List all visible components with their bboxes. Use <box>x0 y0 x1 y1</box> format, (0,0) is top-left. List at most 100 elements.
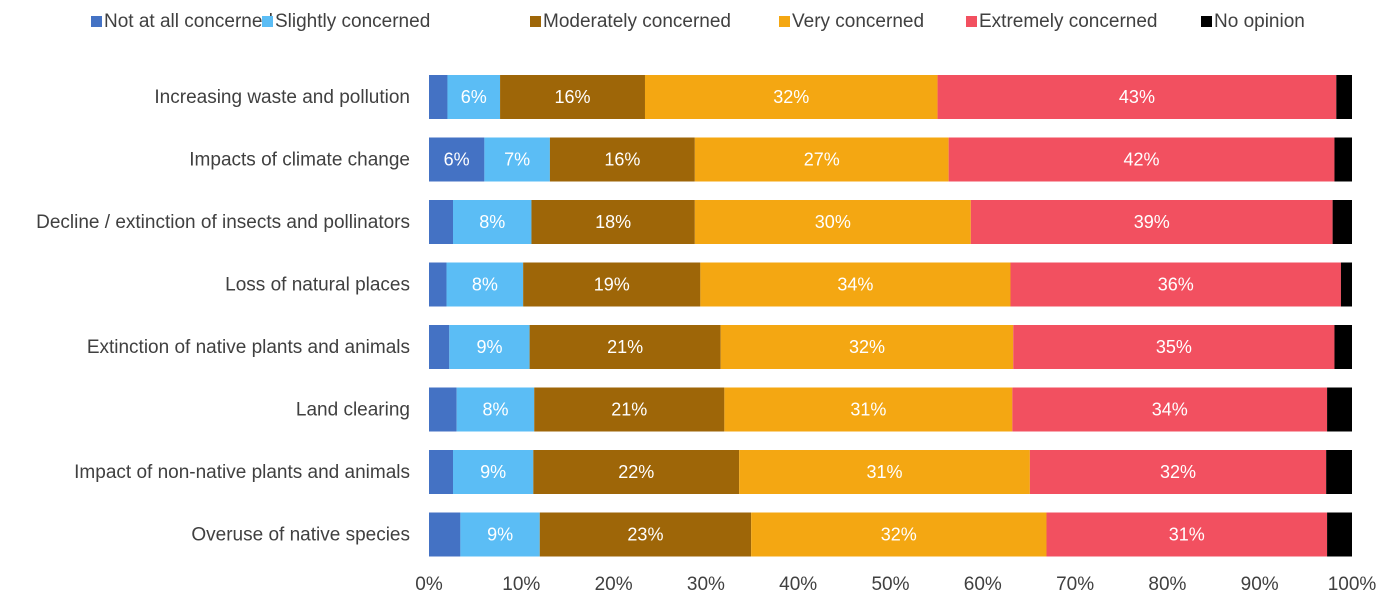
bar-segment-extremely-concerned <box>1010 262 1341 307</box>
data-label-moderately-concerned: 22% <box>618 462 654 482</box>
bar-segment-very-concerned <box>644 75 938 119</box>
bar-segment-very-concerned <box>700 262 1011 307</box>
bar-segment-not-at-all-concerned <box>429 512 461 557</box>
bar-row-land-clearing: 8% 21% 31% 34% <box>429 387 1352 432</box>
data-label-slightly-concerned: 8% <box>479 212 505 232</box>
data-label-not-at-all-concerned: 6% <box>444 150 470 170</box>
data-label-extremely-concerned: 42% <box>1124 150 1160 170</box>
legend-swatch-extremely-concerned <box>966 16 977 27</box>
bar-segment-slightly-concerned <box>447 75 501 119</box>
x-tick-label: 80% <box>1148 574 1186 595</box>
data-label-extremely-concerned: 39% <box>1134 212 1170 232</box>
x-tick-label: 30% <box>687 574 725 595</box>
x-tick-label: 100% <box>1328 574 1377 595</box>
bar-segment-slightly-concerned <box>484 137 550 182</box>
category-label: Increasing waste and pollution <box>154 87 410 108</box>
bar-segment-no-opinion <box>1327 512 1352 557</box>
data-label-very-concerned: 27% <box>804 150 840 170</box>
bar-segment-moderately-concerned <box>529 325 721 369</box>
data-label-moderately-concerned: 21% <box>611 400 647 420</box>
bar-segment-moderately-concerned <box>531 200 695 244</box>
legend-label-slightly-concerned: Slightly concerned <box>275 11 430 32</box>
data-label-extremely-concerned: 34% <box>1152 400 1188 420</box>
bar-segment-not-at-all-concerned <box>429 450 453 494</box>
data-label-slightly-concerned: 8% <box>482 400 508 420</box>
bar-row-impacts-of-climate-change: 6% 7% 16% 27% 42% <box>429 137 1352 182</box>
data-label-very-concerned: 30% <box>815 212 851 232</box>
category-label: Decline / extinction of insects and poll… <box>36 212 410 233</box>
legend-label-very-concerned: Very concerned <box>792 11 924 32</box>
bar-segment-very-concerned <box>751 512 1047 557</box>
category-label: Extinction of native plants and animals <box>87 337 410 358</box>
legend-swatch-not-at-all-concerned <box>91 16 102 27</box>
data-label-slightly-concerned: 6% <box>461 87 487 107</box>
bar-row-decline-extinction-of-insects-and-pollinators: 8% 18% 30% 39% <box>429 200 1352 244</box>
data-label-very-concerned: 31% <box>866 462 902 482</box>
category-label: Overuse of native species <box>191 525 410 546</box>
bar-segment-extremely-concerned <box>1012 387 1328 432</box>
data-label-slightly-concerned: 9% <box>480 462 506 482</box>
bar-segment-no-opinion <box>1336 75 1352 119</box>
bar-segment-extremely-concerned <box>970 200 1333 244</box>
bar-segment-slightly-concerned <box>452 450 534 494</box>
bar-segment-very-concerned <box>694 137 949 182</box>
bar-segment-slightly-concerned <box>456 387 535 432</box>
legend-label-not-at-all-concerned: Not at all concerned <box>104 11 273 32</box>
data-label-very-concerned: 34% <box>837 275 873 295</box>
bar-segment-slightly-concerned <box>446 262 524 307</box>
category-labels: Increasing waste and pollution Impacts of… <box>36 87 410 546</box>
data-label-slightly-concerned: 8% <box>472 275 498 295</box>
bar-segment-no-opinion <box>1326 450 1352 494</box>
data-label-very-concerned: 32% <box>773 87 809 107</box>
category-label: Impacts of climate change <box>189 150 410 171</box>
x-tick-label: 20% <box>595 574 633 595</box>
x-tick-label: 0% <box>415 574 443 595</box>
data-label-extremely-concerned: 32% <box>1160 462 1196 482</box>
data-label-extremely-concerned: 36% <box>1158 275 1194 295</box>
data-label-very-concerned: 31% <box>850 400 886 420</box>
legend-swatch-slightly-concerned <box>262 16 273 27</box>
bar-segment-extremely-concerned <box>948 137 1335 182</box>
bar-segment-slightly-concerned <box>460 512 540 557</box>
bar-segment-moderately-concerned <box>534 387 725 432</box>
bar-row-overuse-of-native-species: 9% 23% 32% 31% <box>429 512 1352 557</box>
bar-segment-no-opinion <box>1340 262 1352 307</box>
x-tick-label: 70% <box>1056 574 1094 595</box>
data-label-slightly-concerned: 9% <box>476 337 502 357</box>
bar-segment-not-at-all-concerned <box>429 262 447 307</box>
bar-segment-extremely-concerned <box>1029 450 1327 494</box>
bar-segment-not-at-all-concerned <box>429 325 450 369</box>
data-label-slightly-concerned: 9% <box>487 525 513 545</box>
bar-segment-extremely-concerned <box>1013 325 1335 369</box>
bar-row-extinction-of-native-plants-and-animals: 9% 21% 32% 35% <box>429 325 1352 369</box>
data-label-moderately-concerned: 19% <box>594 275 630 295</box>
data-label-very-concerned: 32% <box>849 337 885 357</box>
bar-segment-not-at-all-concerned <box>429 75 448 119</box>
legend: Not at all concerned Slightly concerned Mo… <box>91 11 1305 32</box>
bar-segment-moderately-concerned <box>533 450 740 494</box>
x-tick-label: 90% <box>1241 574 1279 595</box>
bar-segment-extremely-concerned <box>937 75 1337 119</box>
bar-segment-extremely-concerned <box>1046 512 1328 557</box>
bar-segment-very-concerned <box>694 200 971 244</box>
bar-segment-slightly-concerned <box>449 325 530 369</box>
legend-swatch-no-opinion <box>1201 16 1212 27</box>
data-label-extremely-concerned: 31% <box>1169 525 1205 545</box>
bar-segment-no-opinion <box>1327 387 1352 432</box>
bar-row-increasing-waste-and-pollution: 6% 16% 32% 43% <box>429 75 1352 119</box>
data-label-moderately-concerned: 23% <box>627 525 663 545</box>
bar-row-impact-of-non-native-plants-and-animals: 9% 22% 31% 32% <box>429 450 1352 494</box>
data-label-moderately-concerned: 16% <box>555 87 591 107</box>
bar-segment-slightly-concerned <box>452 200 532 244</box>
bar-segment-not-at-all-concerned <box>429 200 453 244</box>
bar-row-loss-of-natural-places: 8% 19% 34% 36% <box>429 262 1352 307</box>
bar-segment-moderately-concerned <box>500 75 645 119</box>
category-label: Impact of non-native plants and animals <box>74 462 410 483</box>
bar-segment-no-opinion <box>1332 200 1352 244</box>
category-label: Land clearing <box>296 400 410 421</box>
x-tick-label: 10% <box>502 574 540 595</box>
bar-segment-no-opinion <box>1334 325 1352 369</box>
legend-swatch-very-concerned <box>779 16 790 27</box>
